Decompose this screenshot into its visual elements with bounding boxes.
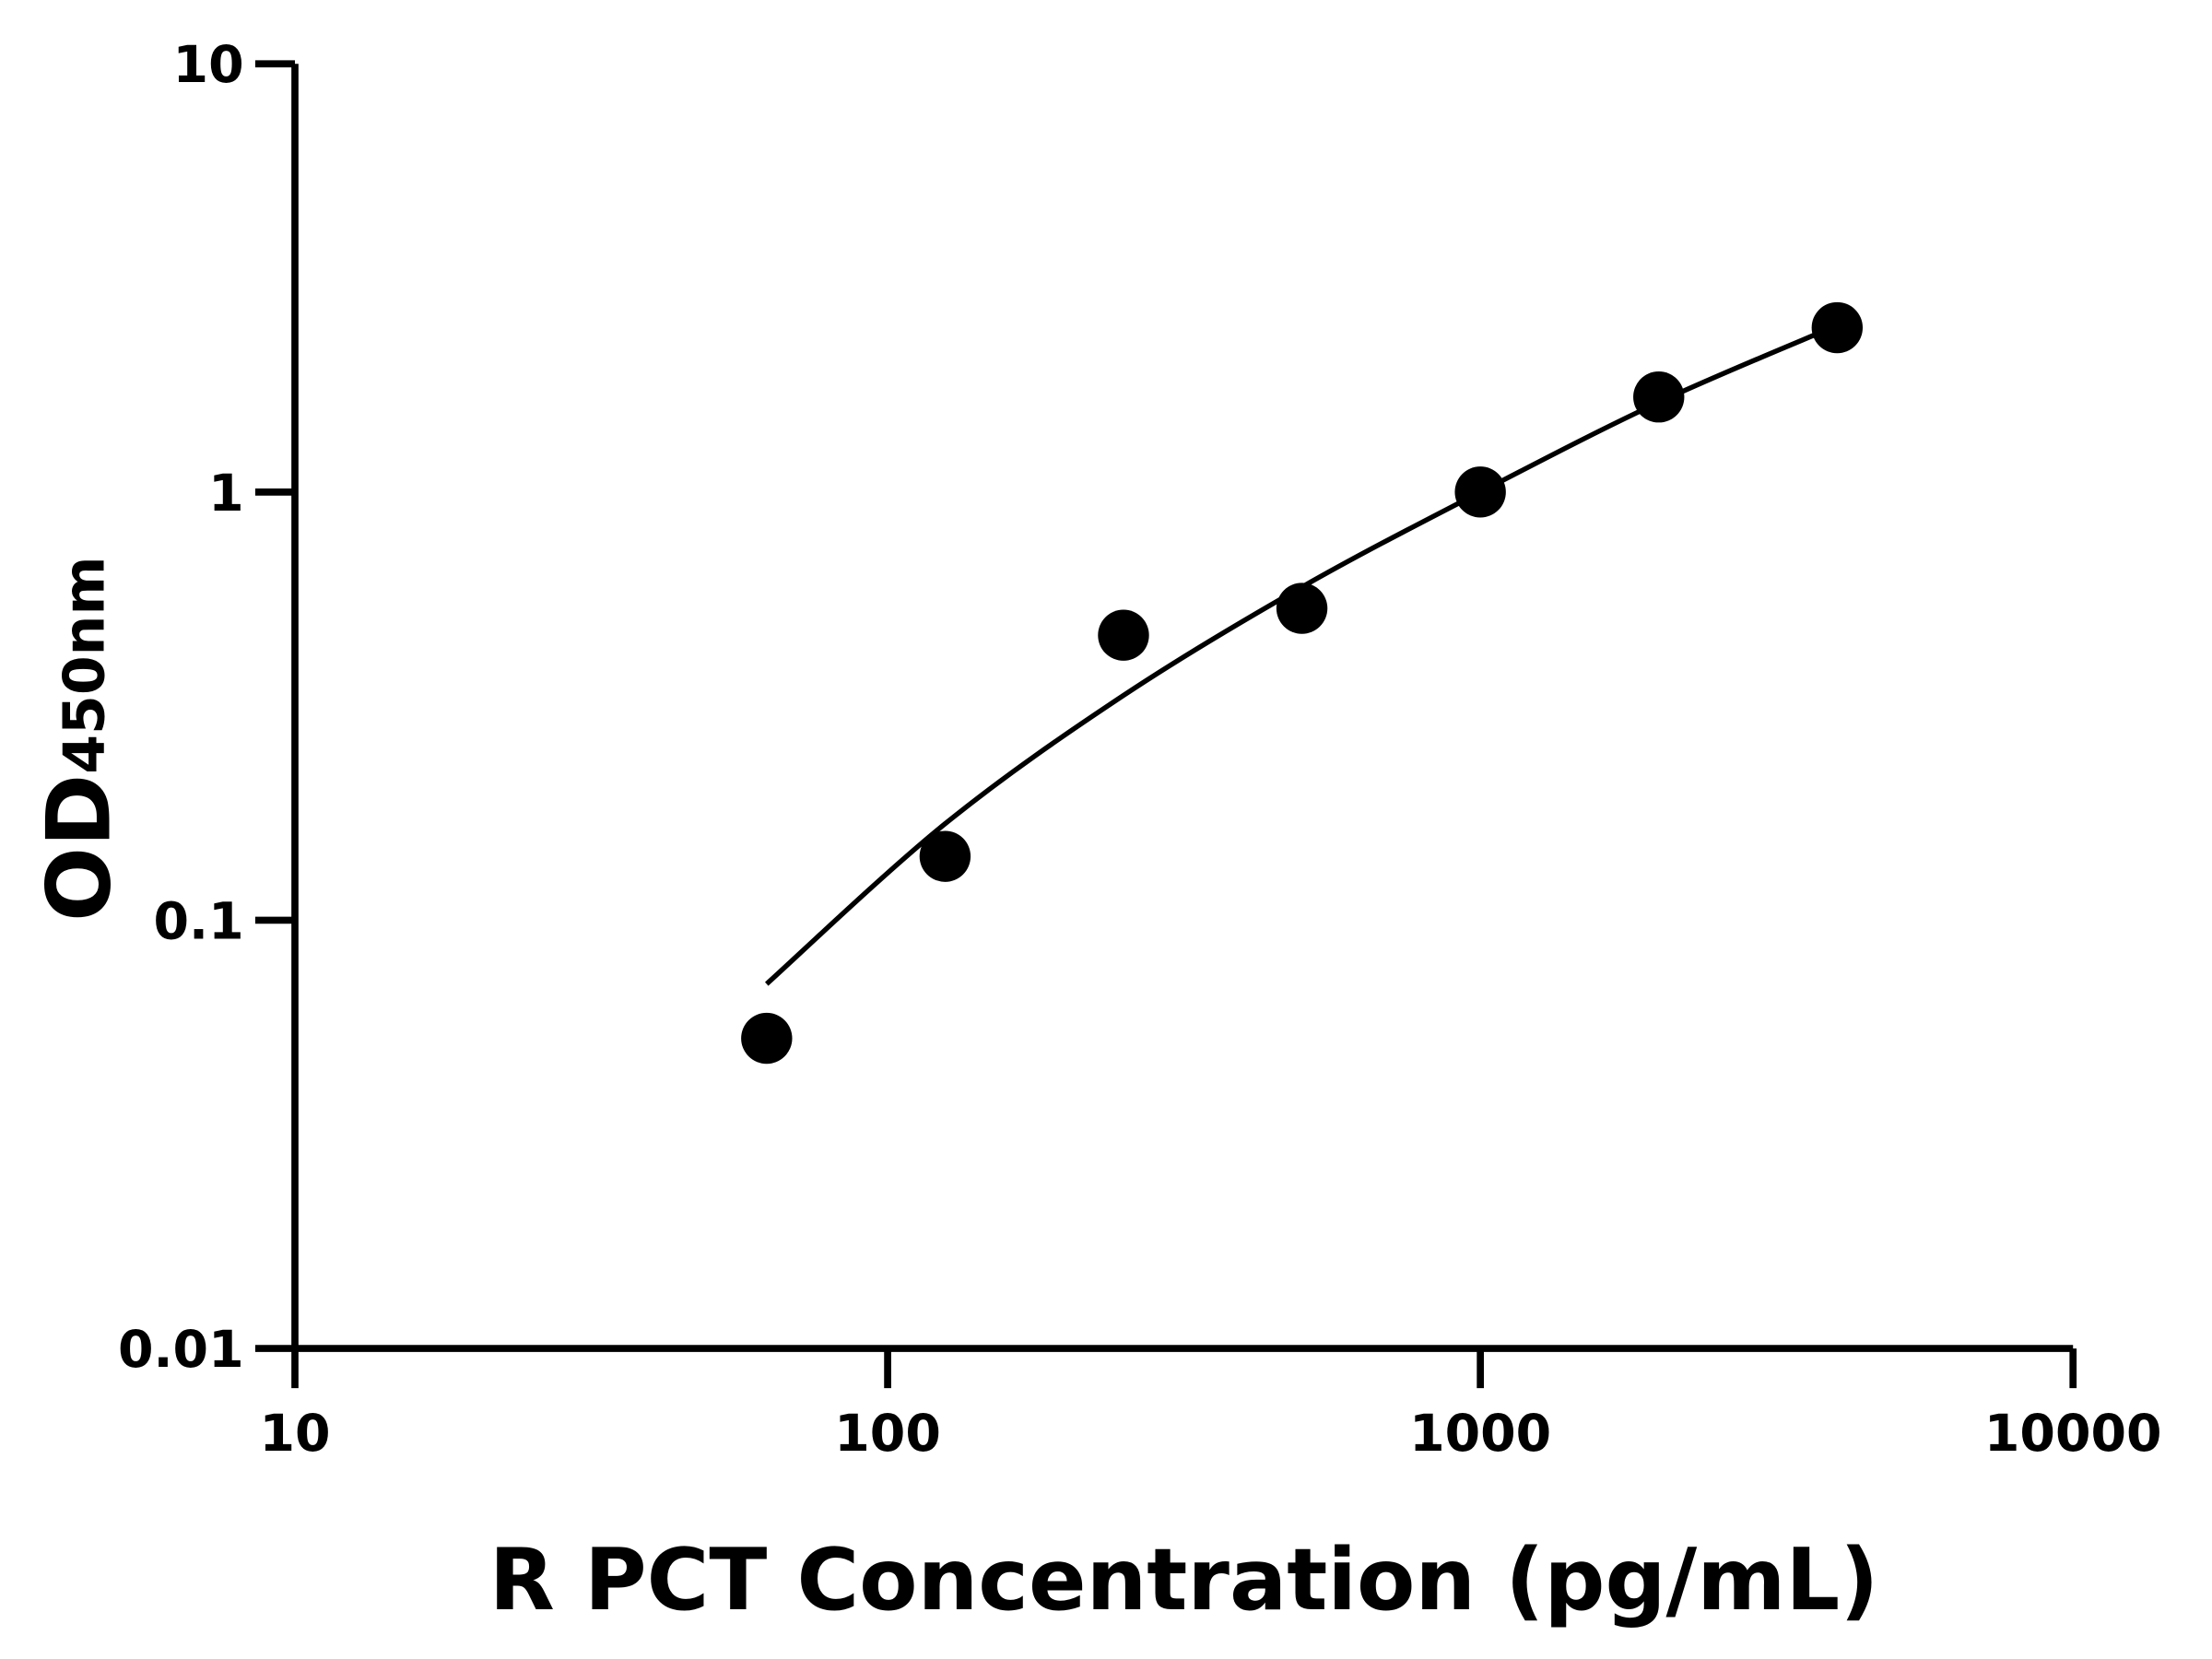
data-point — [1811, 301, 1864, 354]
y-axis-title-subscript: 450nm — [51, 556, 117, 773]
x-tick-label: 10000 — [1984, 1405, 2162, 1464]
y-axis-title: OD450nm — [28, 556, 130, 922]
y-tick-label: 1 — [208, 465, 244, 524]
data-point — [1633, 371, 1685, 423]
data-point — [1276, 582, 1328, 634]
x-tick-label: 10 — [259, 1405, 330, 1464]
y-tick-label: 0.01 — [118, 1321, 244, 1380]
data-point — [919, 830, 971, 882]
fit-curve — [765, 323, 1839, 986]
x-tick-label: 100 — [834, 1405, 941, 1464]
fit-curve-layer — [765, 323, 1839, 986]
y-tick-label: 10 — [173, 36, 244, 95]
svg-text:OD450nm: OD450nm — [28, 556, 130, 922]
data-points-layer — [741, 301, 1864, 1065]
data-point — [1098, 609, 1149, 661]
y-tick-label: 0.1 — [154, 892, 244, 951]
y-axis-title-main: OD — [28, 774, 130, 922]
data-point — [1454, 466, 1506, 518]
x-axis-title: R PCT Concentration (pg/mL) — [489, 1530, 1879, 1630]
axes: 10 100 1000 10000 0.01 0.1 1 10 — [118, 36, 2162, 1464]
x-tick-label: 1000 — [1409, 1405, 1551, 1464]
data-point — [741, 1012, 793, 1065]
